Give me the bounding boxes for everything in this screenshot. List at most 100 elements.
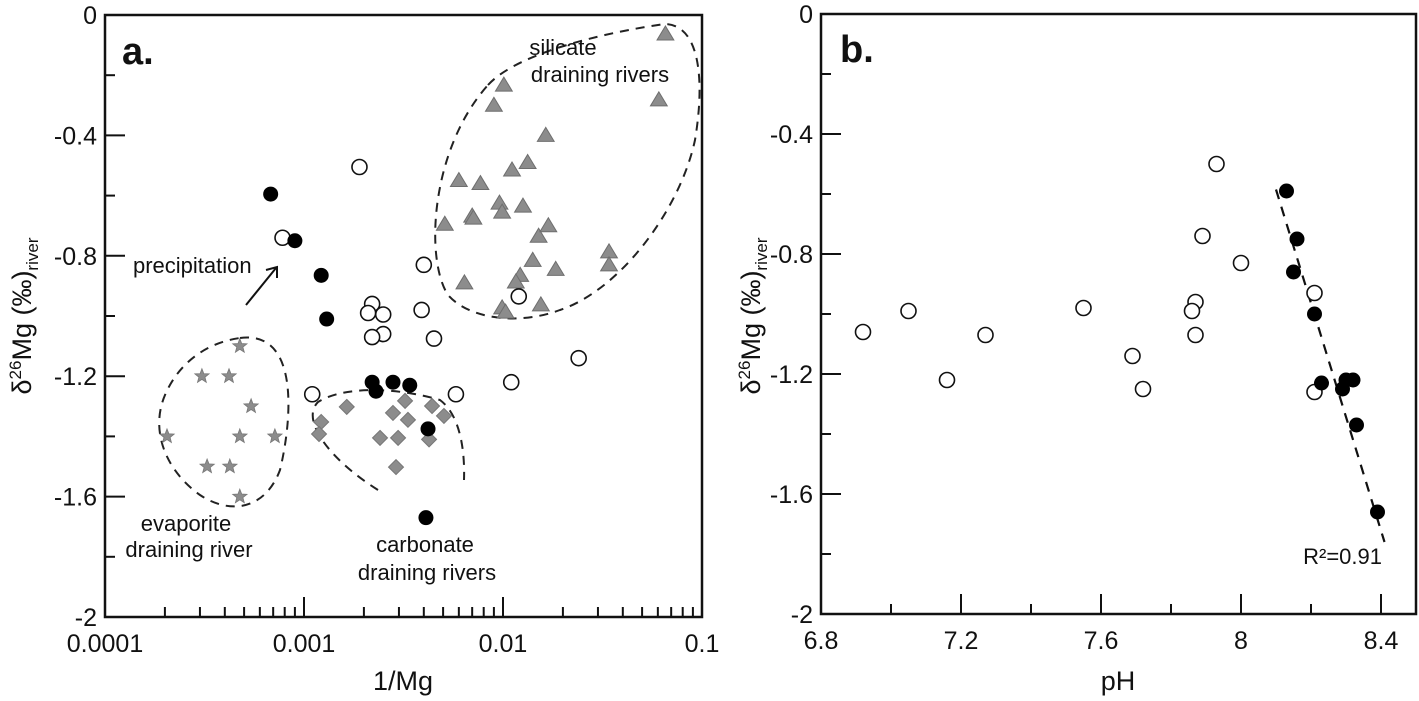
panel-a-point-triangle: [546, 260, 565, 276]
panel-a-ticks: 0 -0.4 -0.8 -1.2 -1.6 -20.0001 0.001 0.01 0.1: [54, 2, 719, 658]
panel-a-point-star: [231, 427, 249, 444]
annotation-evaporite: evaporite: [141, 511, 232, 536]
panel-a-point-star: [158, 427, 176, 444]
panel-a-point-triangle: [536, 126, 556, 142]
panel-a-point-diamond: [310, 425, 328, 443]
panel-b-xtick-label: 7.2: [944, 627, 979, 655]
panel-b-point-circle-open: [1194, 227, 1211, 245]
panel-a-point-triangle: [529, 227, 548, 243]
panel-a-point-triangle: [539, 216, 558, 233]
panel-b-point-circle-open: [854, 323, 872, 341]
panel-b-xlabel: pH: [1101, 666, 1136, 696]
panel-a-point-circle-open: [363, 328, 381, 346]
panel-a-ylabel: δ26Mg (‰)river: [6, 237, 42, 394]
panel-b-point-circle-filled: [1286, 264, 1301, 280]
panel-b-xtick-label: 6.8: [804, 627, 839, 655]
panel-b-xtick-label: 8: [1234, 627, 1248, 655]
panel-a-ytick-label: -1.6: [54, 484, 97, 512]
precipitation-arrow: [245, 265, 278, 306]
panel-a-point-star: [221, 457, 239, 474]
panel-a-point-diamond: [387, 458, 405, 476]
panel-a-label: a.: [122, 31, 154, 73]
panel-a-point-circle-filled: [385, 374, 401, 390]
panel-a-point-circle-open: [303, 385, 321, 403]
panel-a-point-circle-filled: [420, 421, 436, 437]
panel-a-points: [158, 24, 675, 526]
panel-a-point-circle-open: [351, 158, 368, 176]
panel-a-point-star: [220, 367, 238, 384]
panel-a-point-circle-open: [374, 306, 392, 323]
panel-b-point-circle-open: [1124, 347, 1141, 365]
panel-b-ytick-label: -2: [791, 601, 813, 629]
panel-a-point-star: [231, 337, 249, 354]
panel-a-point-star: [231, 487, 249, 504]
panel-a-point-triangle: [531, 295, 551, 312]
panel-b-point-circle-open: [977, 326, 994, 344]
panel-b-point-circle-filled: [1289, 231, 1305, 247]
annotation-silicate: silicate: [529, 35, 596, 60]
panel-a-point-diamond: [389, 429, 407, 447]
panel-a-point-triangle: [649, 90, 669, 107]
panel-a-xtick-label: 0.1: [685, 630, 720, 658]
panel-a-point-diamond: [312, 413, 330, 431]
panel-a-point-triangle: [494, 76, 514, 92]
panel-b-label: b.: [840, 29, 874, 71]
panel-a-point-diamond: [435, 407, 453, 425]
panel-b: b. 0 -0.4 -0.8 -1.2 -1.6 -26.8 7.2 7.6 8 8.4 R²=0…: [735, 1, 1418, 696]
panel-a-point-triangle: [492, 203, 512, 219]
panel-a-point-triangle: [471, 174, 490, 191]
panel-a-point-triangle: [464, 209, 483, 225]
panel-b-point-circle-open: [1187, 326, 1204, 344]
trendline: [1274, 189, 1386, 543]
panel-a-point-circle-open: [425, 330, 443, 347]
panel-a-xtick-label: 0.01: [479, 630, 528, 658]
panel-a-point-circle-filled: [368, 383, 384, 399]
panel-b-point-circle-open: [1306, 284, 1323, 302]
panel-a-point-circle-open: [502, 373, 520, 391]
panel-a-point-circle-filled: [287, 233, 303, 249]
panel-a-point-triangle: [599, 255, 619, 272]
panel-a-point-triangle: [518, 153, 537, 169]
panel-a-point-circle-open: [570, 349, 587, 367]
panel-a-point-circle-open: [447, 385, 465, 403]
annotation-precipitation: precipitation: [133, 253, 252, 278]
panel-a-point-triangle: [496, 303, 515, 319]
panel-a-point-star: [266, 427, 284, 444]
panel-a-point-triangle: [523, 251, 542, 267]
panel-a-point-circle-open: [359, 304, 377, 322]
panel-a-point-circle-filled: [418, 510, 434, 526]
panel-a-point-circle-filled: [313, 267, 329, 283]
panel-b-point-circle-open: [938, 371, 956, 389]
trendline-dashed: [1274, 189, 1386, 543]
panel-a-point-triangle: [484, 96, 504, 112]
annotation-carbonate: carbonate: [376, 532, 474, 557]
group-outlines: [158, 22, 701, 508]
panel-a-point-triangle: [490, 194, 509, 210]
panel-b-xtick-label: 8.4: [1364, 627, 1399, 655]
panel-a-point-triangle: [506, 273, 526, 289]
panel-b-point-circle-filled: [1370, 504, 1385, 520]
panel-a-point-diamond: [384, 404, 402, 422]
panel-b-ytick-label: -0.8: [770, 241, 813, 269]
panel-a-ytick-label: -0.4: [54, 122, 97, 150]
panel-b-ticks: 0 -0.4 -0.8 -1.2 -1.6 -26.8 7.2 7.6 8 8.4: [770, 1, 1399, 655]
panel-a-point-circle-open: [413, 301, 430, 319]
panel-a-point-triangle: [599, 242, 619, 259]
panel-b-point-circle-filled: [1279, 183, 1294, 199]
panel-a-ytick-label: -0.8: [54, 243, 97, 271]
panel-b-point-circle-filled: [1349, 417, 1364, 433]
panel-b-point-circle-open: [1208, 155, 1225, 173]
annotation-r-squared: R²=0.91: [1303, 544, 1382, 569]
panel-a-point-triangle: [656, 24, 675, 41]
panel-a-point-triangle: [513, 197, 533, 213]
panel-a-xtick-label: 0.001: [273, 630, 336, 658]
panel-b-ytick-label: 0: [799, 1, 813, 29]
panel-a-ytick-label: -1.2: [54, 363, 97, 391]
panel-b-points: [854, 155, 1385, 520]
panel-a-point-circle-filled: [263, 186, 279, 202]
panel-a-xlabel: 1/Mg: [373, 666, 433, 696]
panel-b-point-circle-filled: [1345, 372, 1361, 388]
panel-b-point-circle-filled: [1307, 306, 1322, 322]
panel-a-point-diamond: [423, 397, 441, 415]
